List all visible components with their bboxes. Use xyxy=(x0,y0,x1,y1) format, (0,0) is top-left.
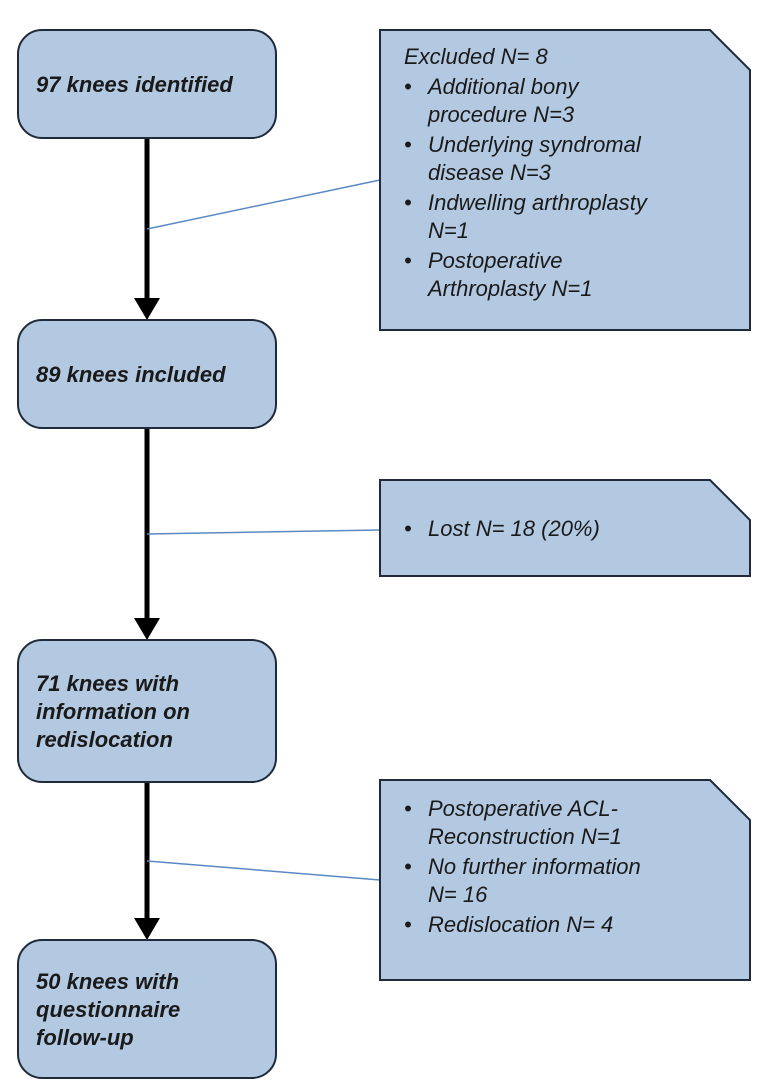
arrowhead-icon xyxy=(134,918,160,940)
connector-line xyxy=(147,861,380,880)
bullet-icon: • xyxy=(404,74,412,99)
side-note-bullet: Lost N= 18 (20%) xyxy=(428,516,600,541)
side-note-bullet: Indwelling arthroplasty xyxy=(428,190,649,215)
bullet-icon: • xyxy=(404,190,412,215)
arrowhead-icon xyxy=(134,298,160,320)
flowchart-canvas: 97 knees identified 89 knees included 71 k… xyxy=(0,0,770,1089)
flow-node-label: questionnaire xyxy=(36,997,180,1022)
side-note-bullet: Postoperative ACL- xyxy=(428,796,618,821)
side-note-bullet: Arthroplasty N=1 xyxy=(426,276,592,301)
flow-node-label: redislocation xyxy=(36,727,173,752)
side-note-bullet: No further information xyxy=(428,854,641,879)
bullet-icon: • xyxy=(404,796,412,821)
side-note-bullet: procedure N=3 xyxy=(427,102,575,127)
flow-node-label: 50 knees with xyxy=(36,969,179,994)
flow-node-label: 89 knees included xyxy=(36,362,226,387)
side-note-bullet: Underlying syndromal xyxy=(428,132,642,157)
flow-node-label: follow-up xyxy=(36,1025,134,1050)
side-note-bullet: Reconstruction N=1 xyxy=(428,824,622,849)
flow-node-label: 71 knees with xyxy=(36,671,179,696)
flow-node-label: information on xyxy=(36,699,190,724)
side-note-bullet: Postoperative xyxy=(428,248,563,273)
bullet-icon: • xyxy=(404,248,412,273)
bullet-icon: • xyxy=(404,132,412,157)
bullet-icon: • xyxy=(404,912,412,937)
side-note-bullet: disease N=3 xyxy=(428,160,552,185)
side-note-bullet: N= 16 xyxy=(428,882,488,907)
side-note-bullet: Redislocation N= 4 xyxy=(428,912,613,937)
arrowhead-icon xyxy=(134,618,160,640)
side-note-header: Excluded N= 8 xyxy=(404,44,548,69)
side-note-bullet: Additional bony xyxy=(426,74,580,99)
bullet-icon: • xyxy=(404,854,412,879)
connector-line xyxy=(147,530,380,534)
flow-node-label: 97 knees identified xyxy=(36,72,233,97)
connector-line xyxy=(147,180,380,229)
bullet-icon: • xyxy=(404,516,412,541)
side-note-bullet: N=1 xyxy=(428,218,469,243)
